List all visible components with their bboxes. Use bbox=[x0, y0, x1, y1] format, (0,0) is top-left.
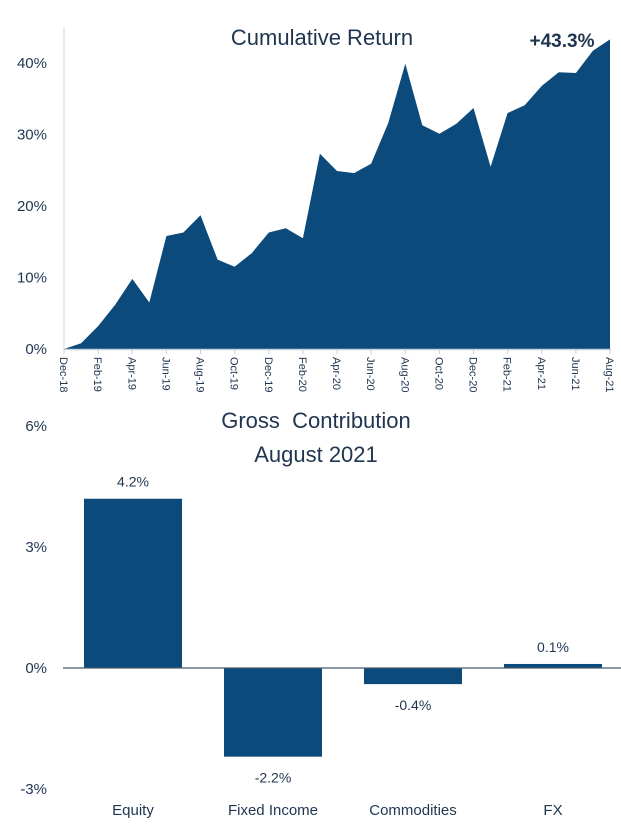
category-label: Equity bbox=[112, 802, 154, 819]
cumulative-return-chart: Cumulative Return +43.3% 0%10%20%30%40% … bbox=[17, 25, 615, 392]
area-series bbox=[64, 39, 610, 350]
x-tick-label: Dec-20 bbox=[467, 357, 479, 392]
x-tick-label: Feb-21 bbox=[501, 357, 513, 392]
bar-data-label: 4.2% bbox=[117, 474, 149, 490]
bar-equity bbox=[84, 498, 182, 668]
y-tick-label: 20% bbox=[17, 198, 47, 215]
bar-fx bbox=[504, 663, 602, 668]
y-tick-label: 10% bbox=[17, 270, 47, 287]
x-tick-label: Jun-21 bbox=[569, 357, 581, 391]
y-tick-label: 30% bbox=[17, 127, 47, 144]
bar-y-tick-label: -3% bbox=[20, 781, 47, 798]
category-label: FX bbox=[543, 802, 562, 819]
bar-y-tick-label: 0% bbox=[25, 660, 47, 677]
y-tick-label: 40% bbox=[17, 55, 47, 72]
category-label: Commodities bbox=[369, 802, 457, 819]
bar-data-label: 0.1% bbox=[537, 639, 569, 655]
x-tick-label: Oct-20 bbox=[432, 357, 444, 390]
x-tick-label: Aug-19 bbox=[194, 357, 206, 392]
bar-data-label: -2.2% bbox=[255, 770, 292, 786]
x-tick-label: Oct-19 bbox=[228, 357, 240, 390]
bar-commodities bbox=[364, 668, 462, 685]
bar-data-label: -0.4% bbox=[395, 697, 432, 713]
bar-y-tick-label: 3% bbox=[25, 539, 47, 556]
x-tick-label: Jun-20 bbox=[364, 357, 376, 391]
x-tick-label: Aug-20 bbox=[398, 357, 410, 392]
total-return-annotation: +43.3% bbox=[530, 31, 595, 52]
x-tick-label: Feb-19 bbox=[91, 357, 103, 392]
x-tick-label: Dec-18 bbox=[57, 357, 69, 392]
x-tick-label: Apr-21 bbox=[535, 357, 547, 390]
chart-title: Cumulative Return bbox=[231, 25, 413, 50]
x-tick-label: Apr-19 bbox=[125, 357, 137, 390]
bar-chart-title: Gross Contribution bbox=[221, 408, 411, 433]
x-tick-label: Feb-20 bbox=[296, 357, 308, 392]
bar-y-tick-label: 6% bbox=[25, 418, 47, 435]
x-tick-label: Jun-19 bbox=[159, 357, 171, 391]
x-tick-label: Aug-21 bbox=[603, 357, 615, 392]
y-tick-label: 0% bbox=[25, 341, 47, 358]
bar-chart-subtitle: August 2021 bbox=[254, 442, 378, 467]
x-tick-label: Dec-19 bbox=[262, 357, 274, 392]
category-label: Fixed Income bbox=[228, 802, 318, 819]
x-tick-label: Apr-20 bbox=[330, 357, 342, 390]
bar-fixed-income bbox=[224, 668, 322, 757]
